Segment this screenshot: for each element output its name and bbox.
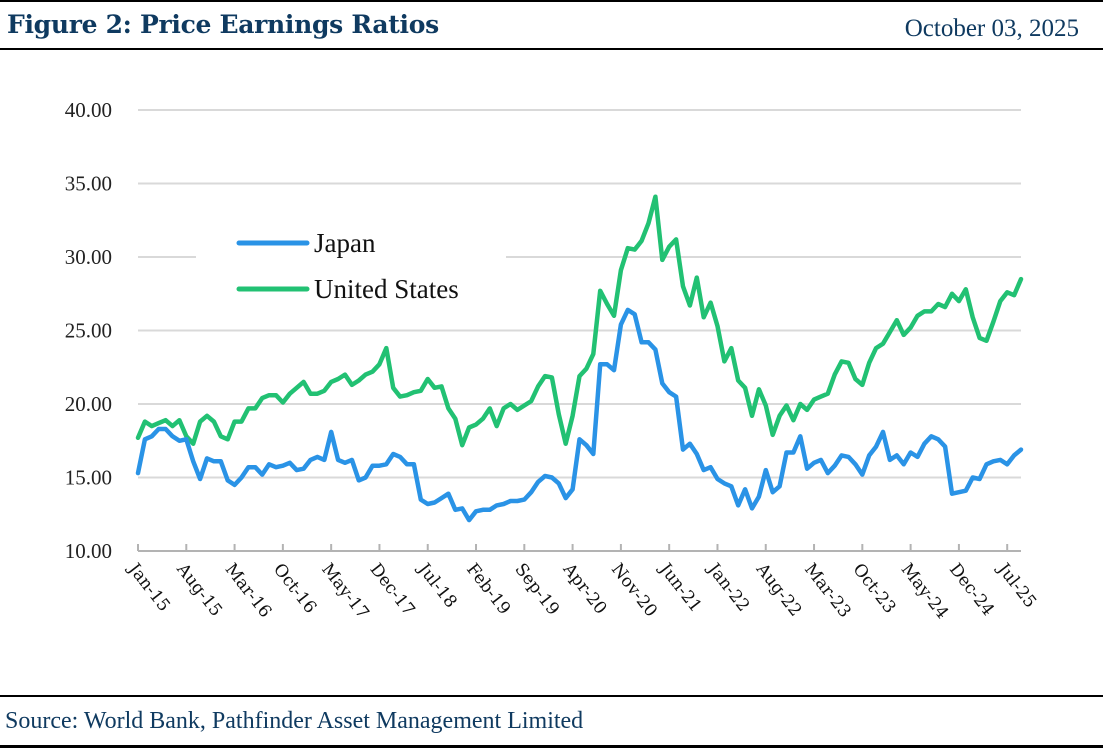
x-tick-label: Nov-20 (607, 560, 661, 621)
y-tick-label: 35.00 (65, 172, 112, 196)
x-tick-label: Aug-22 (751, 559, 805, 621)
x-tick-label: Oct-23 (848, 560, 899, 618)
legend-label-japan: Japan (314, 228, 376, 258)
title-rule (0, 48, 1103, 50)
source-note: Source: World Bank, Pathfinder Asset Man… (5, 708, 584, 734)
x-tick-label: Jul-18 (413, 558, 461, 612)
top-rule (0, 0, 1103, 2)
x-axis-tick-labels: Jan-15Aug-15Mar-16Oct-16May-17Dec-17Jul-… (123, 558, 1040, 623)
x-axis (137, 544, 1021, 552)
x-tick-label: Dec-17 (366, 560, 419, 620)
series-lines (135, 194, 1024, 523)
y-tick-label: 10.00 (65, 539, 112, 563)
source-top-rule (0, 695, 1103, 697)
x-tick-label: Apr-20 (558, 559, 610, 618)
series-line-united-states (135, 194, 1024, 448)
legend-label-united-states: United States (314, 274, 459, 304)
x-tick-label: Jan-15 (123, 558, 174, 615)
x-tick-label: Aug-15 (172, 559, 226, 621)
x-tick-label: Mar-23 (800, 560, 855, 622)
y-tick-label: 20.00 (65, 392, 112, 416)
x-tick-label: Jan-22 (702, 558, 753, 615)
x-tick-label: Mar-16 (221, 560, 276, 622)
y-tick-label: 25.00 (65, 319, 112, 343)
y-tick-label: 30.00 (65, 245, 112, 269)
source-bottom-rule (0, 745, 1103, 748)
x-tick-label: May-24 (897, 560, 952, 623)
series-line-japan (135, 307, 1024, 523)
x-tick-label: Dec-24 (945, 560, 998, 620)
figure-title: Figure 2: Price Earnings Ratios (7, 10, 439, 39)
figure-date: October 03, 2025 (904, 15, 1079, 42)
x-tick-label: Oct-16 (269, 560, 320, 618)
x-tick-label: Jun-21 (654, 558, 706, 616)
legend: Japan United States (196, 222, 506, 306)
legend-background (196, 222, 506, 306)
x-tick-label: May-17 (317, 560, 372, 623)
x-tick-label: Sep-19 (510, 560, 563, 620)
y-tick-label: 15.00 (65, 466, 112, 490)
x-tick-label: Feb-19 (462, 560, 514, 619)
y-axis-tick-labels: 10.00 15.00 20.00 25.00 30.00 35.00 40.00 (65, 98, 112, 563)
x-tick-label: Jul-25 (992, 558, 1040, 612)
y-tick-label: 40.00 (65, 98, 112, 122)
